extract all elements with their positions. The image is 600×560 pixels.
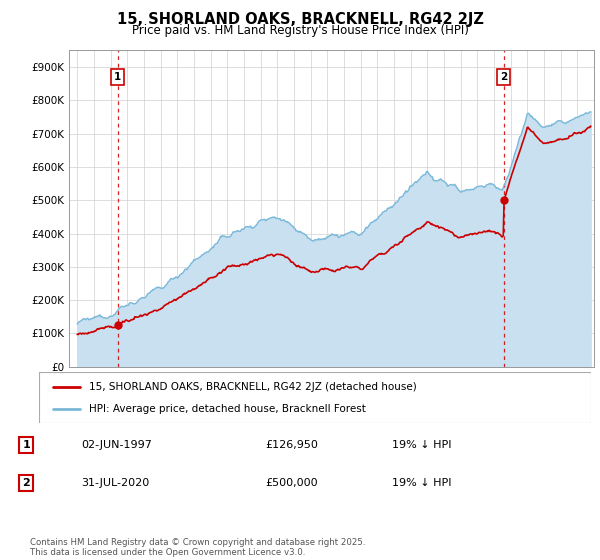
Text: £126,950: £126,950 [265,440,319,450]
Text: Price paid vs. HM Land Registry's House Price Index (HPI): Price paid vs. HM Land Registry's House … [131,24,469,37]
Text: HPI: Average price, detached house, Bracknell Forest: HPI: Average price, detached house, Brac… [89,404,365,414]
Text: 2: 2 [500,72,507,82]
Text: 15, SHORLAND OAKS, BRACKNELL, RG42 2JZ (detached house): 15, SHORLAND OAKS, BRACKNELL, RG42 2JZ (… [89,381,416,391]
Text: Contains HM Land Registry data © Crown copyright and database right 2025.
This d: Contains HM Land Registry data © Crown c… [30,538,365,557]
Text: 1: 1 [23,440,30,450]
Text: 19% ↓ HPI: 19% ↓ HPI [392,440,452,450]
Text: 02-JUN-1997: 02-JUN-1997 [81,440,152,450]
Text: 2: 2 [23,478,30,488]
Text: 15, SHORLAND OAKS, BRACKNELL, RG42 2JZ: 15, SHORLAND OAKS, BRACKNELL, RG42 2JZ [116,12,484,27]
Text: 1: 1 [114,72,121,82]
Text: 31-JUL-2020: 31-JUL-2020 [81,478,149,488]
Text: £500,000: £500,000 [265,478,318,488]
Text: 19% ↓ HPI: 19% ↓ HPI [392,478,452,488]
